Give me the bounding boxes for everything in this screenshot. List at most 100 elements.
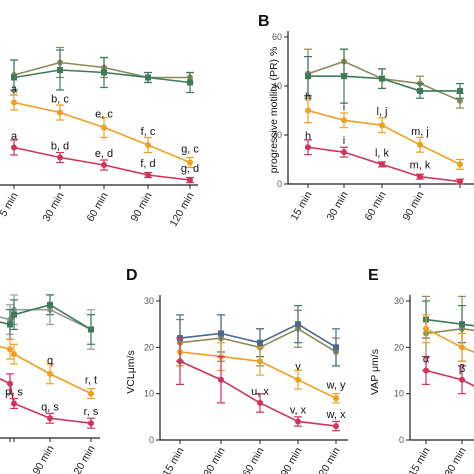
data-point <box>333 395 339 402</box>
x-tick-label: 90 min <box>30 443 56 474</box>
panel-letter-b: B <box>258 13 270 30</box>
significance-label: v <box>295 361 301 373</box>
x-tick-label: 15 min <box>160 445 186 474</box>
data-point <box>145 74 151 81</box>
significance-label: w, y <box>326 379 346 391</box>
data-point <box>11 74 17 81</box>
data-point <box>101 162 107 168</box>
y-tick-label: 40 <box>272 81 282 91</box>
data-point <box>295 321 301 328</box>
x-tick-label: 60 min <box>84 190 110 223</box>
significance-label: u, x <box>251 386 269 398</box>
data-point <box>459 344 465 351</box>
data-point <box>295 376 301 383</box>
data-point <box>417 87 423 94</box>
significance-label: l, k <box>375 147 390 159</box>
data-point <box>47 370 53 377</box>
panel-letter-d: D <box>126 267 138 284</box>
data-point <box>7 321 13 328</box>
data-point <box>187 159 193 166</box>
y-tick-label: 10 <box>394 389 404 399</box>
y-tick-label: 30 <box>394 296 404 306</box>
significance-label: r, t <box>85 375 97 387</box>
data-point <box>88 420 94 427</box>
significance-label: e, d <box>95 148 113 160</box>
data-point <box>341 73 347 80</box>
data-point <box>295 418 301 425</box>
data-point <box>257 358 263 365</box>
significance-label: a <box>11 84 18 96</box>
data-point <box>417 173 423 180</box>
data-point <box>257 399 263 406</box>
panel-a-chart: 5 min 30 min 60 min 90 min 120 min a b, c e, c f… <box>0 46 199 229</box>
data-point <box>305 73 311 80</box>
significance-label: h <box>305 92 311 104</box>
data-point <box>11 144 17 151</box>
y-axis-label: VAP μm/s <box>369 349 381 395</box>
data-point <box>218 376 224 383</box>
significance-label: a <box>11 131 18 143</box>
significance-label: e, c <box>95 109 113 121</box>
significance-label: i <box>343 135 345 147</box>
data-point <box>457 178 463 185</box>
data-point <box>379 161 385 168</box>
significance-label: i <box>343 101 345 113</box>
significance-label: b, c <box>51 94 69 106</box>
x-tick-label: 60 min <box>362 189 388 222</box>
data-point <box>145 142 151 148</box>
y-tick-label: 20 <box>272 130 282 140</box>
data-point <box>47 301 53 308</box>
series-line-crimson <box>425 369 474 387</box>
data-point <box>187 177 193 183</box>
data-point <box>11 99 17 106</box>
significance-label: v, x <box>290 404 307 416</box>
data-point <box>218 330 224 337</box>
data-point <box>333 423 339 430</box>
data-point <box>457 87 463 94</box>
series-line-teal <box>425 318 474 327</box>
y-axis-label: progressive motility (PR) % <box>268 47 280 174</box>
x-tick-label: 120 min <box>314 445 343 474</box>
data-point <box>7 380 13 387</box>
data-point <box>88 390 94 397</box>
significance-label: p, s <box>5 386 23 398</box>
significance-label: g, c <box>181 144 199 156</box>
significance-label: q <box>47 355 53 367</box>
data-point <box>101 124 107 131</box>
y-tick-label: 0 <box>277 179 282 189</box>
y-tick-label: 30 <box>144 296 154 306</box>
significance-label: r, s <box>84 406 99 418</box>
x-tick-label: 15 min <box>288 189 314 222</box>
x-tick-label: 60 min <box>240 445 266 474</box>
significance-label: α <box>423 354 430 366</box>
x-tick-label: 30 min <box>442 445 468 474</box>
data-point <box>457 97 463 104</box>
significance-label: f, c <box>141 126 156 138</box>
y-tick-label: 20 <box>394 342 404 352</box>
significance-label: q, s <box>41 401 59 413</box>
series-line-orange <box>425 328 474 353</box>
x-tick-label: 30 min <box>201 445 227 474</box>
x-tick-label: 30 min <box>40 190 66 223</box>
panel-letter-e: E <box>368 267 379 284</box>
data-point <box>457 161 463 168</box>
data-point <box>257 339 263 346</box>
data-point <box>145 172 151 178</box>
panel-b-chart: 0 20 40 60 progressive motility (PR) % 15 min… <box>268 31 474 223</box>
significance-label: β <box>459 363 465 375</box>
data-point <box>341 117 347 124</box>
panel-c-chart: 90 min 120 min q r, t p, s q, s r, s <box>0 294 100 474</box>
data-point <box>305 107 311 114</box>
significance-label: g, d <box>181 163 199 175</box>
data-point <box>423 325 429 332</box>
x-tick-label: 15 min <box>406 445 432 474</box>
data-point <box>88 326 94 333</box>
data-point <box>341 149 347 156</box>
y-tick-label: 20 <box>144 342 154 352</box>
y-tick-label: 10 <box>144 389 154 399</box>
data-point <box>423 367 429 374</box>
x-tick-label: 90 min <box>278 445 304 474</box>
panel-d-chart: 0 10 20 30 VCLμm/s 15 min 30 min 60 min 90 min 12… <box>125 295 348 474</box>
data-point <box>379 122 385 129</box>
y-axis-label: VCLμm/s <box>125 350 137 393</box>
